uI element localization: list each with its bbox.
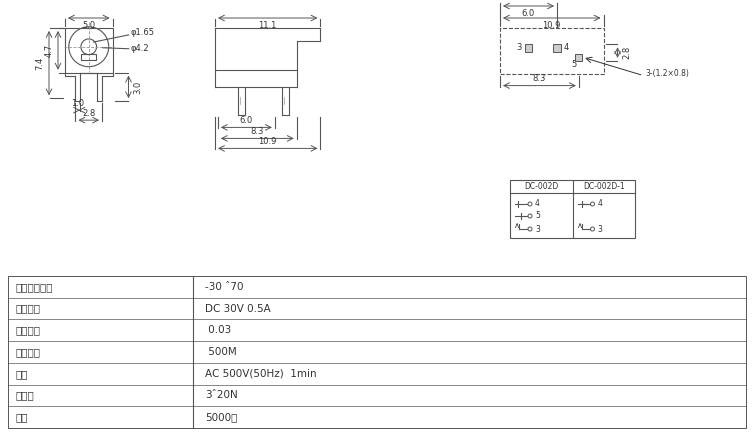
Text: 2.8: 2.8 (82, 108, 95, 118)
Text: 5.0: 5.0 (82, 20, 95, 30)
Text: 5: 5 (572, 60, 577, 69)
Text: ∧: ∧ (514, 220, 520, 230)
Text: 1.0: 1.0 (71, 99, 85, 108)
Text: 3: 3 (597, 224, 602, 233)
Text: 接触电阱: 接触电阱 (16, 326, 41, 335)
Text: ∧: ∧ (577, 220, 583, 230)
Text: -30 ˆ70: -30 ˆ70 (205, 282, 244, 292)
Bar (81, 54, 97, 60)
Text: 3-(1.2×0.8): 3-(1.2×0.8) (646, 69, 689, 78)
Text: 4: 4 (597, 200, 602, 208)
Text: DC-002D-1: DC-002D-1 (583, 182, 624, 191)
Bar (575, 54, 582, 61)
Bar (500, 28, 603, 74)
Text: 6.0: 6.0 (522, 9, 535, 17)
Text: 10.9: 10.9 (258, 137, 277, 146)
Text: 使用温度范围: 使用温度范围 (16, 282, 54, 292)
Bar (553, 44, 560, 52)
Text: φ1.65: φ1.65 (131, 28, 155, 37)
Bar (8, 276, 746, 428)
Text: 8.3: 8.3 (533, 74, 546, 83)
Text: 6.0: 6.0 (240, 116, 253, 125)
Text: AC 500V(50Hz)  1min: AC 500V(50Hz) 1min (205, 369, 316, 379)
Text: 额定负荷: 额定负荷 (16, 303, 41, 314)
Bar (510, 180, 635, 238)
Text: 5000次: 5000次 (205, 412, 237, 422)
Text: 2.8: 2.8 (622, 46, 631, 59)
Text: 3: 3 (535, 224, 540, 233)
Text: 10.9: 10.9 (543, 20, 561, 30)
Text: 4.7: 4.7 (45, 44, 54, 57)
Text: 11.1: 11.1 (258, 20, 277, 30)
Text: DC 30V 0.5A: DC 30V 0.5A (205, 303, 271, 314)
Text: φ4.2: φ4.2 (131, 44, 149, 53)
Text: 0.03: 0.03 (205, 326, 231, 335)
Text: 寿命: 寿命 (16, 412, 29, 422)
Text: 3ˆ20N: 3ˆ20N (205, 391, 238, 401)
Text: 4: 4 (563, 43, 569, 53)
Bar (525, 44, 532, 52)
Text: 绝缘电阱: 绝缘电阱 (16, 347, 41, 357)
Text: 8.3: 8.3 (251, 127, 264, 136)
Text: 7.4: 7.4 (35, 56, 45, 70)
Text: 耐压: 耐压 (16, 369, 29, 379)
Text: 5: 5 (535, 211, 540, 220)
Text: 动作力: 动作力 (16, 391, 35, 401)
Text: 500M: 500M (205, 347, 237, 357)
Text: DC-002D: DC-002D (524, 182, 559, 191)
Text: 4: 4 (535, 200, 540, 208)
Text: 3: 3 (516, 43, 522, 53)
Bar (65, 28, 112, 72)
Text: 3.0: 3.0 (133, 80, 142, 93)
